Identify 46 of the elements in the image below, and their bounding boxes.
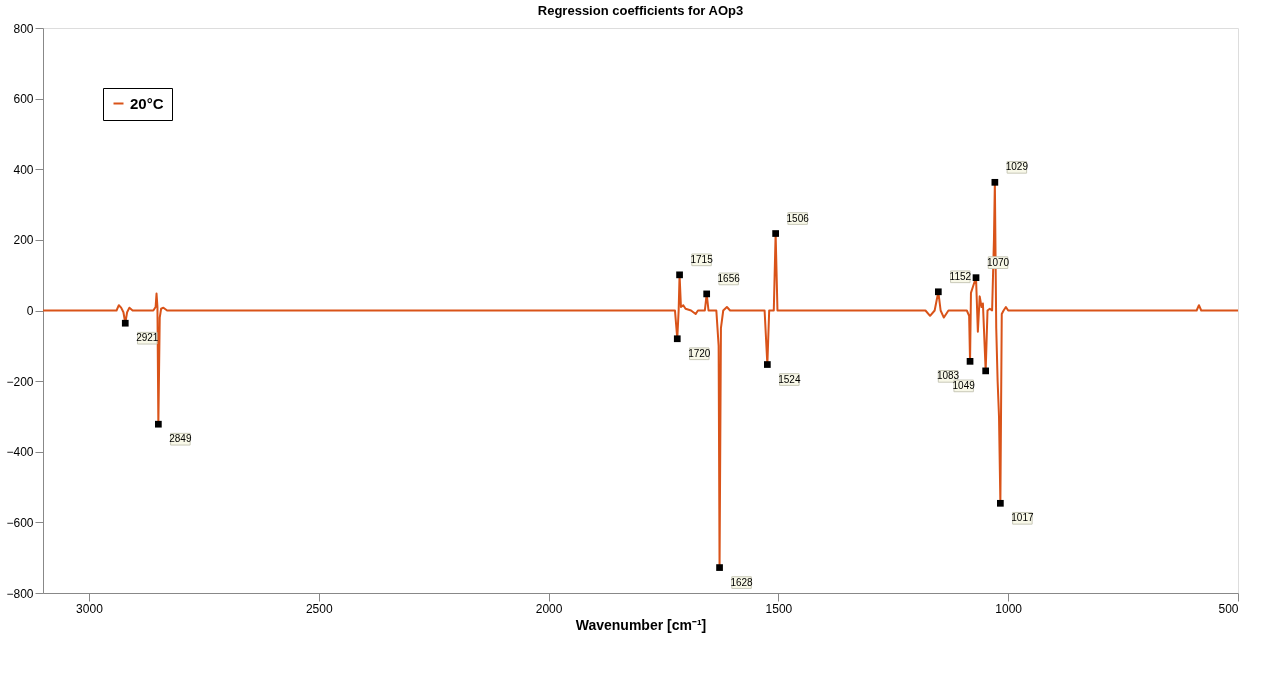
- point: [972, 274, 980, 282]
- chart-title: Regression coefficients for AOp3: [537, 3, 744, 18]
- point: [716, 564, 723, 571]
- x-tick-label: 1000: [995, 601, 1023, 616]
- legend-label: 20°C: [130, 94, 164, 112]
- point: [121, 319, 129, 327]
- annotation: 2849: [169, 433, 192, 445]
- annotation: 1029: [1005, 161, 1029, 173]
- annotation: 1017: [1011, 512, 1034, 524]
- point: [997, 499, 1004, 507]
- y-tick-label: 0: [26, 304, 34, 318]
- y-tick-label: −200: [6, 374, 34, 389]
- y-tick-label: 800: [13, 21, 34, 36]
- x-tick-label: 500: [1218, 601, 1239, 616]
- point: [934, 288, 942, 296]
- point: [155, 420, 162, 428]
- x-tick-label: 3000: [76, 601, 104, 616]
- point: [703, 290, 711, 298]
- point: [982, 367, 990, 375]
- x-tick-label: 2000: [535, 601, 563, 616]
- annotation: 1715: [690, 253, 714, 265]
- point: [772, 230, 779, 237]
- x-axis-title: Wavenumber [cm⁻¹]: [575, 616, 707, 633]
- y-tick-label: −400: [6, 445, 34, 460]
- annotation: 1152: [949, 270, 972, 282]
- y-tick-label: −600: [6, 515, 34, 530]
- point: [673, 335, 681, 343]
- point: [764, 361, 771, 368]
- annotation: 1070: [986, 256, 1010, 268]
- annotation: 1628: [730, 576, 754, 588]
- annotation: 1506: [786, 212, 810, 224]
- annotation: 1656: [717, 272, 741, 284]
- point: [991, 178, 999, 186]
- y-tick-label: 200: [13, 233, 34, 248]
- annotation: 1720: [688, 347, 711, 359]
- annotation: 1049: [952, 379, 976, 391]
- annotation: 2921: [136, 332, 159, 344]
- x-tick-label: 1500: [765, 601, 793, 616]
- annotation: 1524: [778, 373, 801, 385]
- point: [676, 271, 683, 279]
- x-tick-label: 2500: [305, 601, 333, 616]
- y-tick-label: 400: [13, 162, 34, 177]
- y-tick-label: 600: [13, 92, 34, 107]
- point: [966, 358, 974, 365]
- annotation: 1083: [936, 370, 960, 382]
- y-tick-label: −800: [6, 586, 34, 601]
